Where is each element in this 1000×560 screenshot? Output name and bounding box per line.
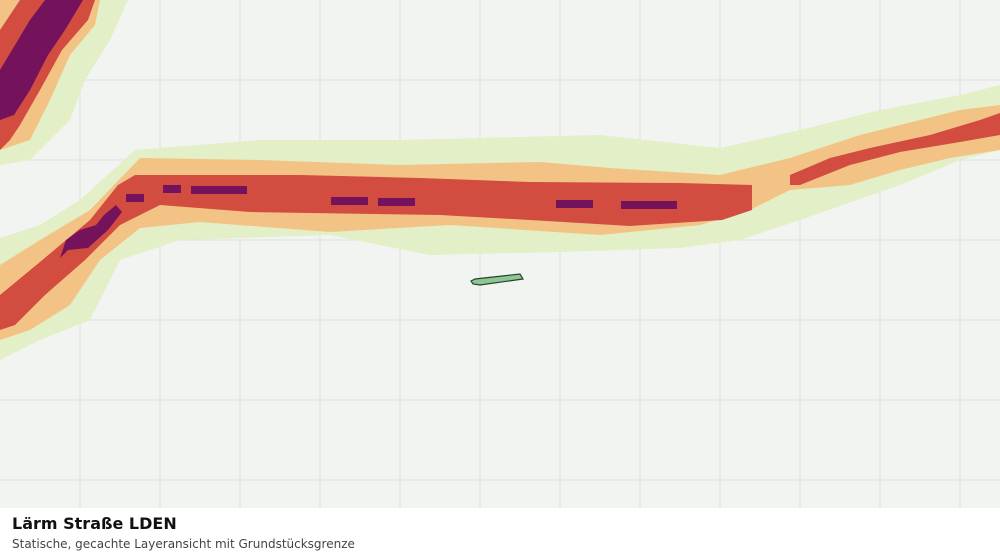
layer-title: Lärm Straße LDEN: [12, 514, 177, 533]
layer-subtitle: Statische, gecachte Layeransicht mit Gru…: [12, 537, 355, 551]
noise-layer: [0, 0, 1000, 360]
layer-info: Lärm Straße LDEN Statische, gecachte Lay…: [0, 508, 1000, 560]
map-view[interactable]: [0, 0, 1000, 508]
map-background: [0, 0, 1000, 508]
parcel-boundary[interactable]: [470, 273, 524, 286]
